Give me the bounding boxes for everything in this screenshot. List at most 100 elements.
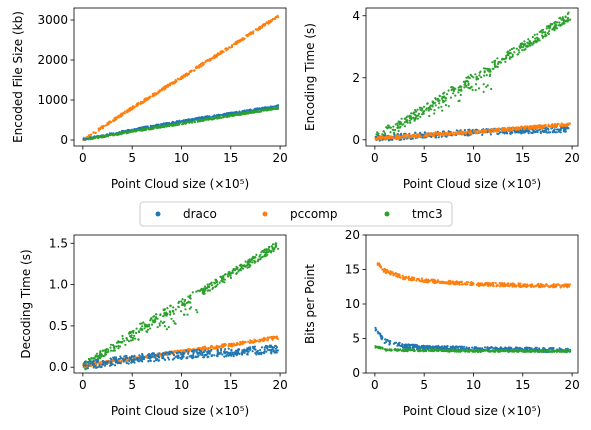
point-tmc3 xyxy=(264,251,267,255)
point-pccomp xyxy=(230,342,233,345)
point-draco xyxy=(180,357,183,361)
point-pccomp xyxy=(124,110,127,113)
point-tmc3 xyxy=(511,53,514,56)
point-tmc3 xyxy=(121,337,124,340)
point-pccomp xyxy=(270,337,274,340)
point-tmc3 xyxy=(513,51,516,54)
point-pccomp xyxy=(101,125,104,128)
point-tmc3 xyxy=(545,34,548,37)
point-draco xyxy=(181,353,184,356)
point-pccomp xyxy=(504,127,507,130)
point-tmc3 xyxy=(216,280,219,283)
point-tmc3 xyxy=(184,308,187,311)
point-pccomp xyxy=(241,37,244,40)
point-tmc3 xyxy=(153,126,156,129)
point-tmc3 xyxy=(89,137,92,140)
point-draco xyxy=(481,133,484,136)
point-tmc3 xyxy=(203,289,206,293)
point-draco xyxy=(176,356,180,360)
point-tmc3 xyxy=(196,120,199,123)
point-pccomp xyxy=(416,133,419,137)
point-tmc3 xyxy=(109,346,112,349)
point-pccomp xyxy=(492,285,495,288)
point-draco xyxy=(255,353,258,356)
point-tmc3 xyxy=(569,18,572,21)
point-tmc3 xyxy=(474,73,477,76)
point-pccomp xyxy=(490,128,493,131)
point-draco xyxy=(124,358,127,361)
point-tmc3 xyxy=(475,76,478,79)
point-tmc3 xyxy=(121,341,124,344)
point-pccomp xyxy=(426,134,429,137)
point-pccomp xyxy=(198,66,201,69)
point-draco xyxy=(268,349,271,352)
point-draco xyxy=(275,351,278,354)
point-draco xyxy=(268,344,271,347)
point-tmc3 xyxy=(184,298,187,302)
point-tmc3 xyxy=(103,135,107,138)
point-tmc3 xyxy=(127,332,131,335)
point-draco xyxy=(161,352,165,355)
point-draco xyxy=(435,346,438,349)
point-draco xyxy=(147,353,150,356)
point-draco xyxy=(435,136,438,139)
point-pccomp xyxy=(274,336,277,339)
point-tmc3 xyxy=(444,104,447,107)
point-draco xyxy=(557,128,561,131)
point-draco xyxy=(191,350,194,353)
point-draco xyxy=(538,347,541,350)
point-tmc3 xyxy=(143,128,146,131)
point-pccomp xyxy=(397,136,400,139)
point-tmc3 xyxy=(153,320,156,323)
point-tmc3 xyxy=(112,343,115,347)
point-pccomp xyxy=(210,57,213,60)
point-tmc3 xyxy=(212,286,215,289)
point-pccomp xyxy=(246,35,249,38)
point-pccomp xyxy=(410,134,413,137)
point-tmc3 xyxy=(271,243,275,246)
point-pccomp xyxy=(413,133,416,136)
point-draco xyxy=(248,108,251,111)
point-tmc3 xyxy=(538,39,541,42)
point-tmc3 xyxy=(506,50,509,53)
point-tmc3 xyxy=(465,76,468,79)
point-tmc3 xyxy=(227,114,230,117)
point-tmc3 xyxy=(482,90,485,93)
point-draco xyxy=(492,347,495,350)
point-tmc3 xyxy=(520,45,523,48)
point-draco xyxy=(110,363,113,367)
point-tmc3 xyxy=(197,289,200,292)
point-pccomp xyxy=(529,125,532,128)
point-pccomp xyxy=(403,277,407,281)
point-tmc3 xyxy=(186,313,189,316)
point-draco xyxy=(210,354,214,357)
point-tmc3 xyxy=(479,70,482,73)
point-tmc3 xyxy=(490,87,493,91)
point-tmc3 xyxy=(126,131,129,134)
point-tmc3 xyxy=(242,111,245,115)
point-pccomp xyxy=(233,344,236,347)
point-pccomp xyxy=(552,124,556,127)
point-pccomp xyxy=(209,345,213,349)
point-pccomp xyxy=(231,45,234,48)
x-tick-label: 20 xyxy=(564,151,579,165)
point-draco xyxy=(84,364,87,367)
point-pccomp xyxy=(274,17,277,20)
point-draco xyxy=(509,132,512,135)
point-pccomp xyxy=(108,120,111,123)
point-pccomp xyxy=(263,23,266,26)
x-tick-label: 20 xyxy=(272,378,287,392)
point-pccomp xyxy=(397,275,400,278)
point-pccomp xyxy=(390,135,393,138)
point-pccomp xyxy=(492,130,495,133)
point-pccomp xyxy=(487,284,490,287)
series-tmc3 xyxy=(374,345,571,353)
point-pccomp xyxy=(477,284,480,287)
point-pccomp xyxy=(504,284,507,287)
point-tmc3 xyxy=(521,46,525,49)
point-draco xyxy=(504,131,508,134)
point-tmc3 xyxy=(540,34,544,37)
point-tmc3 xyxy=(383,348,386,351)
point-draco xyxy=(559,131,562,134)
point-pccomp xyxy=(94,131,97,135)
